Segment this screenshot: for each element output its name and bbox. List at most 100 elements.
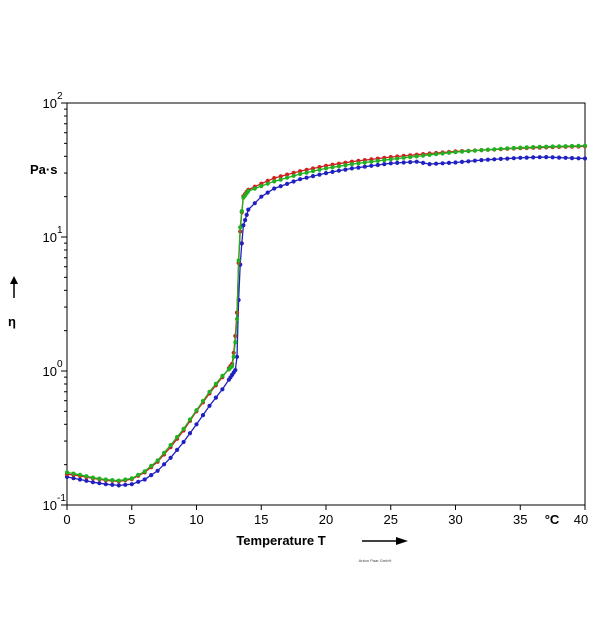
data-point [259,194,264,199]
x-tick-label: 25 [384,512,398,527]
plot-area-frame [66,102,586,506]
data-point [576,143,581,148]
data-point [485,157,490,162]
series-2 [64,155,588,488]
data-point [175,447,180,452]
data-point [427,162,432,167]
data-point [563,155,568,160]
series-1 [64,143,588,483]
data-point [356,161,361,166]
series-line [66,145,586,482]
data-point [524,155,529,160]
data-point [272,186,277,191]
data-point [414,159,419,164]
data-point [129,482,134,487]
data-point [272,176,277,181]
x-tick-label: 0 [63,512,70,527]
data-point [213,395,218,400]
data-point [459,149,465,154]
data-point [304,170,309,175]
data-point [498,156,503,161]
data-point [544,144,549,149]
data-point [479,148,484,153]
data-point [388,157,393,162]
data-point [149,463,154,468]
data-point [90,480,95,485]
data-point [200,398,206,404]
data-point [310,169,316,174]
data-point [531,145,536,150]
data-point [369,159,374,164]
data-point [168,455,173,460]
data-point [155,458,160,463]
data-point [239,209,244,214]
data-point [330,165,335,170]
x-tick-label: 30 [448,512,462,527]
data-point [207,389,212,394]
y-tick-label-base: 10 [43,230,57,245]
data-point [123,477,128,482]
data-point [246,207,251,212]
data-point [238,225,243,230]
data-point [142,469,147,474]
data-point [330,169,335,174]
data-point [485,147,490,152]
data-point [446,150,452,155]
data-point [285,172,290,177]
data-point [505,156,510,161]
data-point [550,155,555,160]
data-point [162,450,167,455]
data-point [382,162,387,167]
data-point [414,154,419,159]
data-point [582,143,588,148]
data-point [207,403,212,408]
data-point [187,417,193,422]
data-point [408,155,413,160]
y-axis-arrow-head [10,276,18,284]
data-point [446,160,452,165]
data-point [90,475,95,480]
data-point [505,146,510,151]
data-point [356,165,361,170]
data-point [511,145,516,151]
y-tick-label-exponent: 2 [57,91,63,102]
data-point [200,413,206,418]
data-point [343,167,348,172]
data-point [272,179,277,184]
data-point [110,478,115,483]
data-point [453,150,458,155]
data-point [375,162,380,168]
data-point [123,482,128,487]
data-point [285,175,290,180]
data-point [511,156,516,161]
y-axis-label: η [8,314,16,329]
data-point [71,476,76,481]
series-line [66,156,586,487]
data-point [498,146,503,151]
data-point [233,340,238,345]
data-point [252,186,257,191]
data-point [427,152,432,157]
data-point [310,174,316,179]
data-point [453,160,458,165]
data-point [116,478,121,483]
data-point [278,184,283,189]
data-point [103,477,108,482]
data-point [434,161,439,166]
data-point [518,155,523,160]
data-point [466,149,471,154]
x-unit-label: °C [545,512,560,527]
data-point [246,189,251,194]
data-point [187,431,193,436]
data-point [241,223,246,228]
x-axis-label: Temperature T [236,533,325,548]
data-point [239,241,244,246]
data-point [349,162,354,167]
data-point [234,316,240,322]
data-point [97,481,102,486]
data-point [291,170,296,175]
x-tick-label: 35 [513,512,527,527]
data-point [569,143,575,149]
x-tick-label: 15 [254,512,268,527]
